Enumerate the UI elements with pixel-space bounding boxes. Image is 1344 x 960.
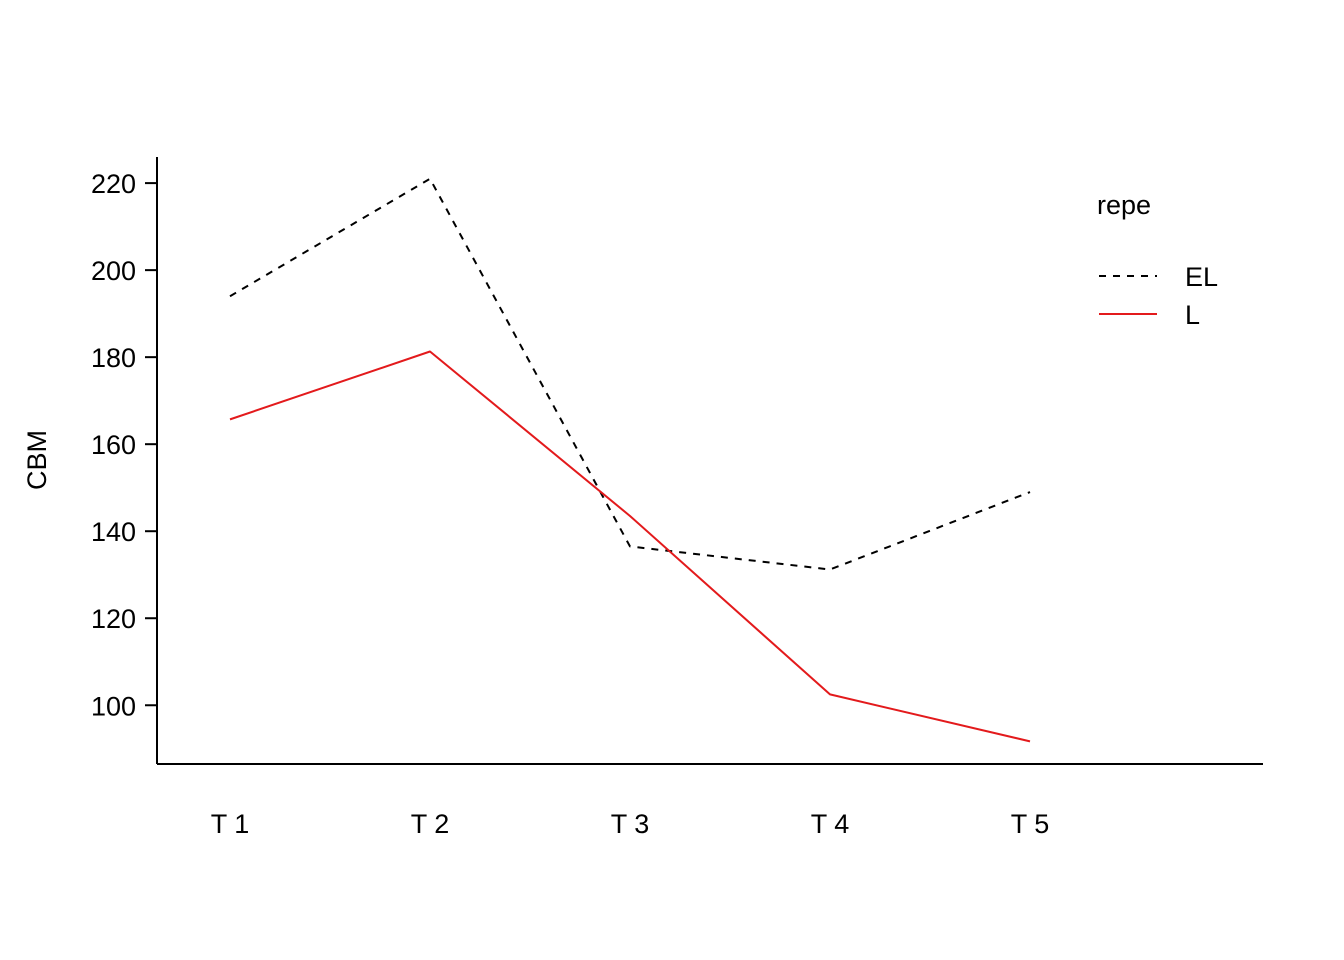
legend-label-l: L bbox=[1185, 300, 1200, 330]
y-tick-label: 140 bbox=[91, 517, 136, 547]
y-axis-ticks: 100 120 140 160 180 200 220 bbox=[91, 169, 157, 721]
y-tick-label: 100 bbox=[91, 691, 136, 721]
y-tick-label: 120 bbox=[91, 604, 136, 634]
x-tick-label: T 5 bbox=[1011, 809, 1050, 839]
series-layer bbox=[229, 177, 1031, 743]
legend: repe EL L bbox=[1097, 190, 1218, 330]
x-tick-label: T 4 bbox=[811, 809, 850, 839]
x-tick-label: T 1 bbox=[211, 809, 250, 839]
x-tick-label: T 2 bbox=[411, 809, 450, 839]
series-line-el bbox=[229, 177, 1031, 571]
y-tick-label: 160 bbox=[91, 430, 136, 460]
axes bbox=[156, 157, 1263, 765]
legend-title: repe bbox=[1097, 190, 1151, 220]
y-tick-label: 180 bbox=[91, 343, 136, 373]
legend-label-el: EL bbox=[1185, 262, 1218, 292]
y-tick-label: 220 bbox=[91, 169, 136, 199]
x-axis-ticks: T 1 T 2 T 3 T 4 T 5 bbox=[211, 809, 1050, 839]
y-tick-label: 200 bbox=[91, 256, 136, 286]
y-axis-title: CBM bbox=[22, 430, 52, 490]
x-tick-label: T 3 bbox=[611, 809, 650, 839]
